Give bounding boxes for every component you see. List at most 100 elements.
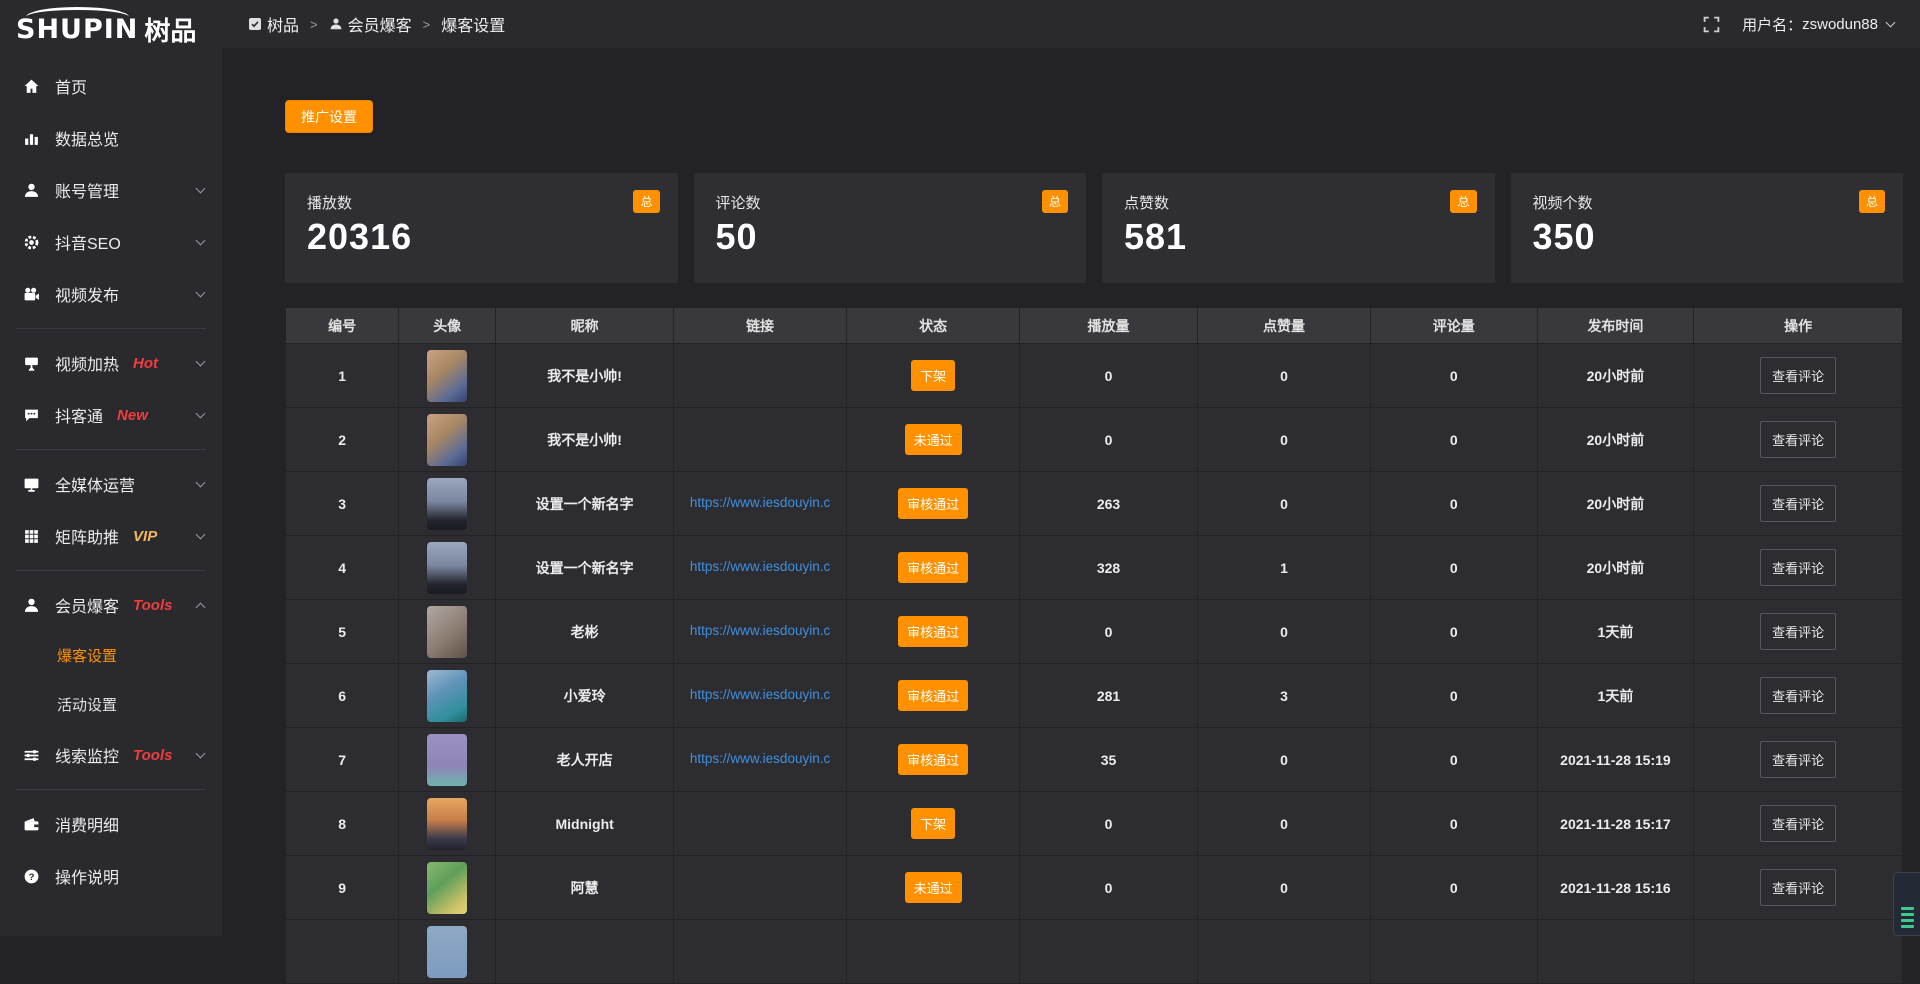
table-row: 8 Midnight 下架 0 0 0 2021-11-28 15:17 查看评…: [286, 792, 1903, 856]
gear-icon: [22, 233, 40, 251]
sidebar-item-label: 视频发布: [55, 282, 119, 306]
breadcrumb-item[interactable]: 会员爆客: [348, 12, 412, 36]
stat-cards: 播放数 20316 总 评论数 50 总 点赞数 581 总 视频个数 350 …: [285, 173, 1903, 283]
chevron-up-icon: [196, 602, 206, 612]
sidebar-subitem-activity-settings[interactable]: 活动设置: [0, 680, 222, 729]
nickname: Midnight: [555, 816, 613, 832]
wallet-icon: [22, 815, 40, 833]
billboard-icon: [22, 354, 40, 372]
row-index: 6: [338, 688, 346, 704]
play-count: 0: [1105, 432, 1113, 448]
nickname: 我不是小帅!: [547, 368, 622, 384]
nickname: 我不是小帅!: [547, 432, 622, 448]
sidebar-item-video-heat[interactable]: 视频加热 Hot: [0, 337, 222, 389]
fullscreen-icon[interactable]: [1703, 16, 1720, 33]
status-badge: 审核通过: [898, 552, 968, 583]
video-camera-icon: [22, 285, 40, 303]
sidebar-subitem-baoke-settings[interactable]: 爆客设置: [0, 631, 222, 680]
tools-tag: Tools: [133, 747, 172, 764]
row-index: 7: [338, 752, 346, 768]
view-comments-button[interactable]: 查看评论: [1760, 805, 1836, 842]
column-header: 链接: [674, 308, 847, 344]
view-comments-button[interactable]: 查看评论: [1760, 357, 1836, 394]
column-header: 操作: [1694, 308, 1903, 344]
stat-label: 点赞数: [1124, 192, 1473, 213]
chevron-down-icon: [196, 749, 206, 759]
view-comments-button[interactable]: 查看评论: [1760, 741, 1836, 778]
sidebar-item-consumption-detail[interactable]: 消费明细: [0, 798, 222, 850]
view-comments-button[interactable]: 查看评论: [1760, 421, 1836, 458]
breadcrumb-item[interactable]: 爆客设置: [441, 12, 505, 36]
sidebar-item-label: 矩阵助推: [55, 524, 119, 548]
sidebar-item-instructions[interactable]: ? 操作说明: [0, 850, 222, 902]
sidebar-item-data-overview[interactable]: 数据总览: [0, 112, 222, 164]
table-row: 7 老人开店 https://www.iesdouyin.c 审核通过 35 0…: [286, 728, 1903, 792]
view-comments-button[interactable]: 查看评论: [1760, 677, 1836, 714]
video-link[interactable]: https://www.iesdouyin.c: [690, 751, 830, 766]
promotion-settings-button[interactable]: 推广设置: [285, 100, 373, 133]
publish-time: 1天前: [1598, 624, 1634, 640]
tools-tag: Tools: [133, 597, 172, 614]
svg-text:?: ?: [28, 871, 34, 882]
sidebar-item-lead-monitor[interactable]: 线索监控 Tools: [0, 729, 222, 781]
row-index: 3: [338, 496, 346, 512]
sidebar-item-douyin-seo[interactable]: 抖音SEO: [0, 216, 222, 268]
video-table: 编号头像昵称链接状态播放量点赞量评论量发布时间操作 1 我不是小帅! 下架 0 …: [285, 307, 1903, 984]
table-row: 1 我不是小帅! 下架 0 0 0 20小时前 查看评论: [286, 344, 1903, 408]
user-zone: 用户名： zswodun88: [1703, 14, 1894, 35]
monitor-icon: [22, 475, 40, 493]
video-link[interactable]: https://www.iesdouyin.c: [690, 559, 830, 574]
sidebar: SHUPIN 树品 首页 数据总览 账号管理 抖音SEO 视频发布: [0, 0, 222, 936]
view-comments-button[interactable]: 查看评论: [1760, 613, 1836, 650]
view-comments-button[interactable]: 查看评论: [1760, 485, 1836, 522]
breadcrumb-item[interactable]: 树品: [267, 12, 299, 36]
stat-card-likes: 点赞数 581 总: [1102, 173, 1495, 283]
customer-service-widget[interactable]: [1893, 872, 1920, 936]
video-link[interactable]: https://www.iesdouyin.c: [690, 495, 830, 510]
stat-value: 350: [1533, 216, 1882, 258]
avatar: [427, 926, 467, 978]
sliders-icon: [22, 746, 40, 764]
publish-time: 20小时前: [1587, 368, 1645, 384]
view-comments-button[interactable]: 查看评论: [1760, 549, 1836, 586]
stat-label: 播放数: [307, 192, 656, 213]
like-count: 0: [1280, 368, 1288, 384]
view-comments-button[interactable]: 查看评论: [1760, 869, 1836, 906]
stat-value: 50: [716, 216, 1065, 258]
like-count: 0: [1280, 816, 1288, 832]
sidebar-item-douketong[interactable]: 抖客通 New: [0, 389, 222, 441]
chevron-down-icon: [196, 357, 206, 367]
sidebar-item-media-operation[interactable]: 全媒体运营: [0, 458, 222, 510]
avatar: [427, 414, 467, 466]
video-link[interactable]: https://www.iesdouyin.c: [690, 623, 830, 638]
sidebar-item-label: 全媒体运营: [55, 472, 135, 496]
table-row: 5 老彬 https://www.iesdouyin.c 审核通过 0 0 0 …: [286, 600, 1903, 664]
video-link[interactable]: https://www.iesdouyin.c: [690, 687, 830, 702]
sidebar-item-matrix-boost[interactable]: 矩阵助推 VIP: [0, 510, 222, 562]
sidebar-item-label: 操作说明: [55, 864, 119, 888]
stat-card-plays: 播放数 20316 总: [285, 173, 678, 283]
play-count: 0: [1105, 624, 1113, 640]
breadcrumb-separator: >: [310, 17, 318, 32]
row-index: 8: [338, 816, 346, 832]
sidebar-item-label: 账号管理: [55, 178, 119, 202]
stat-label: 视频个数: [1533, 192, 1882, 213]
sidebar-item-member-baoke[interactable]: 会员爆客 Tools: [0, 579, 222, 631]
column-header: 点赞量: [1197, 308, 1370, 344]
publish-time: 1天前: [1598, 688, 1634, 704]
sidebar-item-video-publish[interactable]: 视频发布: [0, 268, 222, 320]
topbar: 树品 > 会员爆客 > 爆客设置 用户名： zswodun88: [222, 0, 1920, 48]
table-row: 6 小爱玲 https://www.iesdouyin.c 审核通过 281 3…: [286, 664, 1903, 728]
sidebar-item-label: 消费明细: [55, 812, 119, 836]
status-badge: 下架: [911, 360, 955, 391]
nickname: 小爱玲: [564, 688, 606, 704]
comment-count: 0: [1450, 368, 1458, 384]
sidebar-item-home[interactable]: 首页: [0, 60, 222, 112]
user-dropdown-chevron-icon[interactable]: [1886, 18, 1896, 28]
customer-service-bar: [1901, 913, 1914, 916]
brand-logo[interactable]: SHUPIN 树品: [0, 0, 222, 58]
sidebar-item-account-management[interactable]: 账号管理: [0, 164, 222, 216]
home-icon: [22, 77, 40, 95]
nickname: 阿慧: [571, 880, 599, 896]
username-value[interactable]: zswodun88: [1802, 16, 1878, 33]
